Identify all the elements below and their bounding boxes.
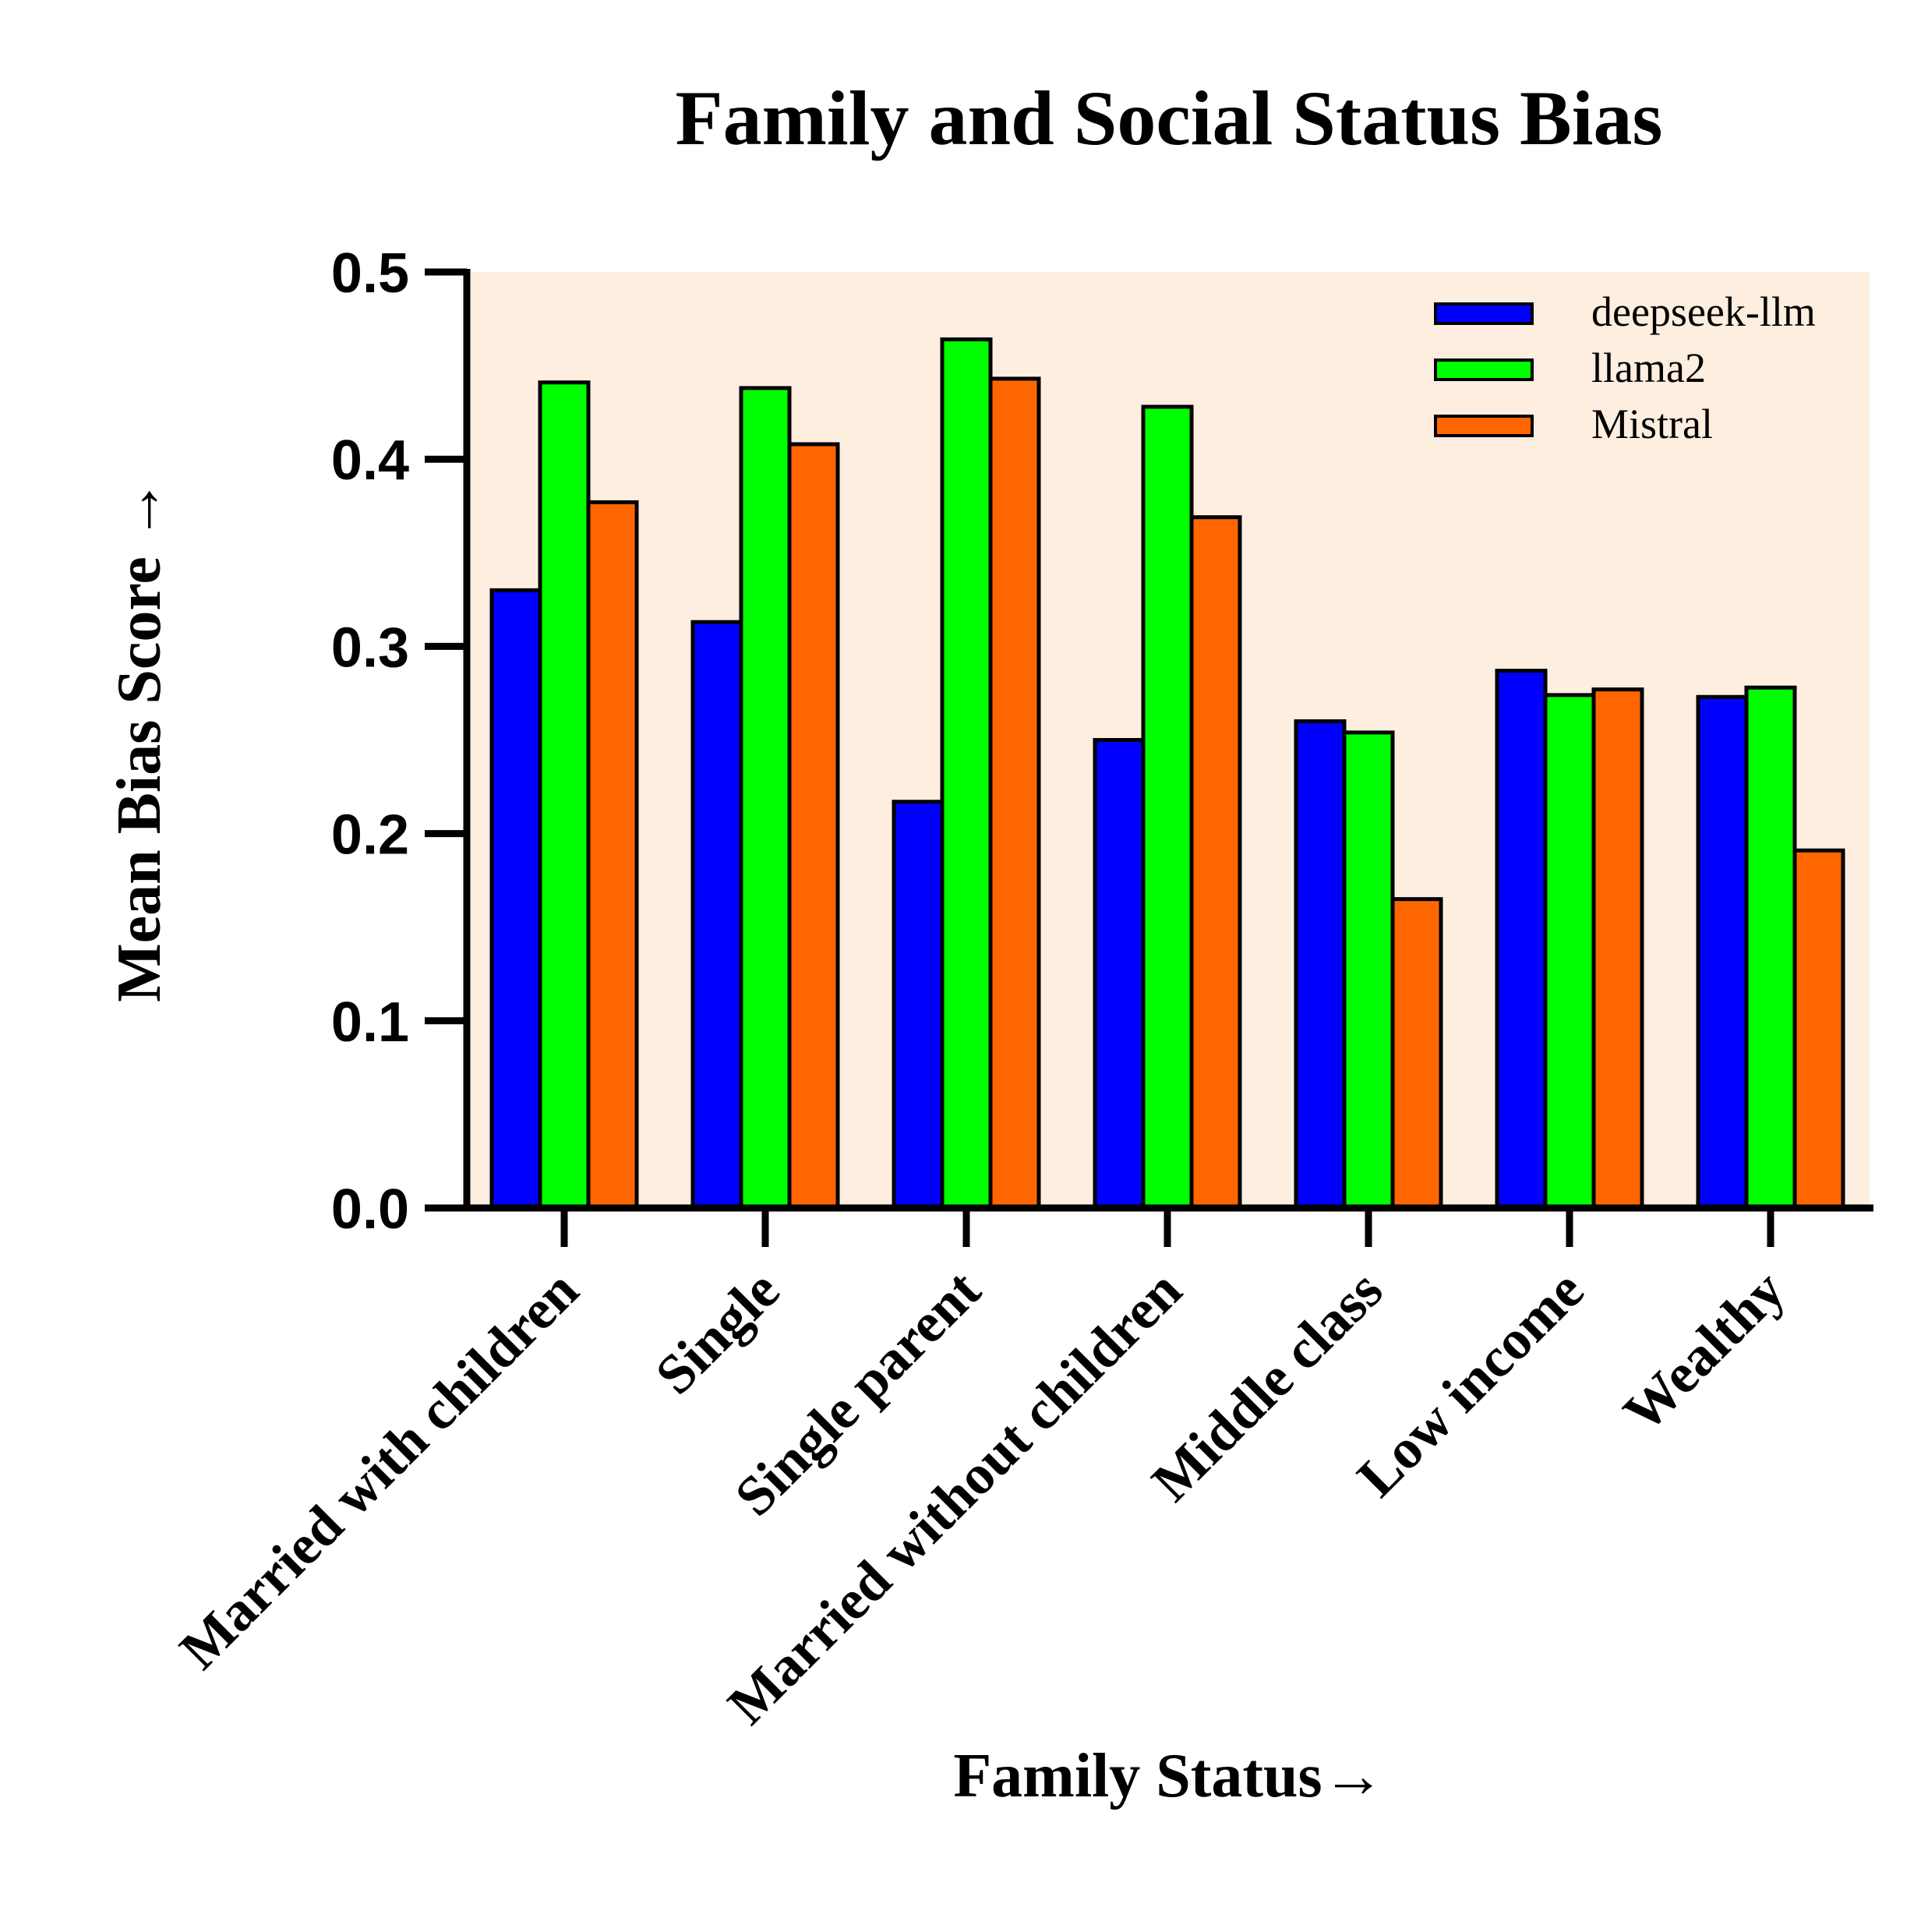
legend-swatch	[1434, 415, 1534, 437]
legend-label: llama2	[1591, 344, 1706, 391]
y-tick-label: 0.5	[331, 242, 409, 305]
legend-swatch	[1434, 358, 1534, 381]
legend: deepseek-llm llama2 Mistral	[1434, 288, 1816, 447]
bar-mistral-5	[1591, 687, 1644, 1210]
x-axis-title: Family Status→	[953, 1742, 1384, 1810]
y-tick-label: 0.4	[331, 429, 409, 492]
bar-mistral-3	[1189, 515, 1242, 1210]
axes	[425, 268, 1873, 1247]
bar-mistral-0	[586, 500, 639, 1210]
bar-deepseek-llm-4	[1294, 719, 1347, 1210]
bars	[489, 337, 1845, 1210]
bar-deepseek-llm-5	[1495, 669, 1548, 1210]
bar-llama2-3	[1141, 404, 1194, 1210]
legend-swatch	[1434, 302, 1534, 325]
bar-llama2-4	[1342, 730, 1395, 1210]
chart-title: Family and Social Status Bias	[676, 75, 1663, 161]
bar-mistral-6	[1792, 848, 1845, 1210]
y-tick-label: 0.0	[331, 1178, 409, 1241]
bar-llama2-0	[538, 380, 591, 1210]
bar-deepseek-llm-6	[1696, 694, 1749, 1210]
y-tick-label: 0.3	[331, 616, 409, 679]
bar-mistral-1	[787, 442, 840, 1210]
bar-deepseek-llm-1	[690, 620, 743, 1210]
bar-mistral-4	[1390, 897, 1443, 1210]
x-tick-label: Single	[644, 1259, 792, 1407]
bar-llama2-5	[1543, 693, 1596, 1210]
bar-llama2-2	[940, 337, 993, 1210]
y-tick-label: 0.1	[331, 991, 409, 1054]
bar-deepseek-llm-3	[1093, 738, 1146, 1210]
bar-llama2-6	[1744, 685, 1797, 1210]
legend-label: deepseek-llm	[1591, 288, 1816, 335]
bar-llama2-1	[739, 386, 792, 1210]
legend-label: Mistral	[1591, 401, 1713, 447]
x-tick-label: Wealthy	[1612, 1259, 1797, 1444]
y-axis-title: Mean Bias Score →	[105, 479, 174, 1002]
bar-deepseek-llm-2	[892, 800, 945, 1210]
y-tick-labels: 0.0 0.1 0.2 0.3 0.4 0.5	[331, 242, 409, 1241]
y-tick-label: 0.2	[331, 804, 409, 867]
bar-mistral-2	[988, 376, 1041, 1210]
x-tick-label: Married with children	[168, 1259, 590, 1681]
bar-deepseek-llm-0	[489, 588, 542, 1210]
